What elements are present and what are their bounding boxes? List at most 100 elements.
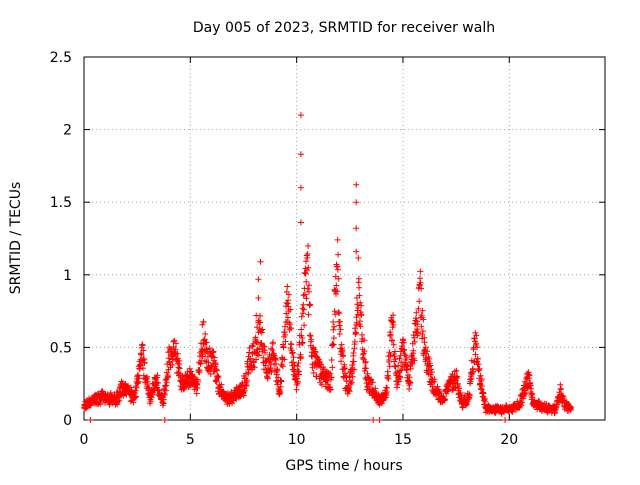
data-point — [289, 350, 296, 357]
x-tick-label: 20 — [500, 432, 518, 448]
data-point — [478, 376, 485, 383]
data-point — [470, 368, 477, 375]
data-point — [300, 306, 307, 313]
data-point — [281, 356, 288, 363]
data-point — [163, 382, 170, 389]
data-point — [285, 297, 292, 304]
data-point — [362, 359, 369, 366]
data-point — [310, 369, 317, 376]
data-point — [390, 321, 397, 328]
data-point — [133, 384, 140, 391]
data-point — [293, 375, 300, 382]
data-point — [384, 385, 390, 391]
data-point — [522, 390, 529, 397]
data-point — [240, 392, 247, 399]
data-point — [346, 384, 352, 391]
data-point — [361, 337, 368, 344]
data-point — [277, 389, 284, 396]
data-point — [355, 275, 362, 282]
data-point — [153, 379, 160, 386]
data-point — [206, 345, 213, 352]
data-point — [353, 225, 360, 232]
data-point — [254, 339, 261, 346]
data-point — [300, 292, 307, 299]
data-point — [161, 392, 168, 398]
data-point — [305, 311, 312, 318]
data-point — [529, 394, 536, 401]
data-point — [385, 375, 392, 382]
x-tick-label: 10 — [288, 432, 306, 448]
data-point — [355, 305, 362, 311]
data-point — [473, 340, 480, 347]
axes: 0 5 10 15 20 0 0.5 1 1.5 2 2.5 — [50, 50, 606, 448]
data-point — [482, 398, 489, 405]
data-point — [415, 330, 422, 336]
data-point — [390, 341, 397, 348]
data-point — [161, 417, 168, 423]
data-point — [334, 236, 341, 243]
data-point — [421, 339, 428, 346]
data-point — [318, 381, 325, 388]
data-point — [301, 291, 308, 298]
data-point — [418, 323, 425, 330]
data-point — [304, 285, 311, 292]
data-point — [429, 369, 435, 376]
y-axis-label: SRMTID / TECUs — [8, 182, 24, 295]
data-point — [199, 321, 206, 328]
chart-title: Day 005 of 2023, SRMTID for receiver wal… — [193, 20, 495, 36]
data-point — [172, 346, 179, 353]
data-point — [107, 389, 114, 396]
data-point — [415, 305, 422, 312]
data-point — [502, 417, 509, 423]
data-point — [420, 316, 427, 323]
data-point — [147, 398, 154, 405]
data-point — [337, 326, 344, 333]
data-point — [299, 340, 305, 347]
data-point — [267, 366, 274, 373]
data-point — [303, 295, 310, 302]
data-point — [476, 365, 483, 372]
data-point — [299, 339, 306, 346]
data-point — [473, 332, 480, 339]
data-point — [288, 325, 295, 332]
data-point — [257, 258, 264, 265]
data-point — [294, 363, 301, 370]
data-point — [390, 312, 397, 319]
data-point — [392, 348, 398, 355]
plot-frame — [83, 56, 606, 421]
data-point — [418, 285, 425, 292]
data-point — [518, 399, 525, 406]
data-point — [480, 390, 487, 397]
data-point — [258, 340, 265, 347]
data-point — [396, 355, 403, 362]
data-point — [333, 291, 339, 297]
data-point — [268, 369, 275, 376]
data-point — [357, 323, 364, 330]
data-point — [288, 341, 295, 348]
data-point — [407, 379, 414, 386]
data-point — [417, 268, 424, 275]
data-point — [298, 313, 305, 320]
data-point — [337, 318, 343, 325]
data-point — [282, 338, 289, 345]
data-point — [528, 385, 535, 392]
data-point — [350, 358, 357, 365]
data-point — [364, 370, 371, 377]
data-point — [346, 388, 353, 395]
data-point — [353, 181, 360, 188]
data-point — [255, 276, 262, 283]
data-point — [387, 329, 394, 336]
data-point — [280, 344, 287, 351]
data-point — [139, 342, 146, 349]
data-point — [362, 358, 369, 365]
data-point — [404, 362, 411, 369]
data-point — [422, 344, 429, 351]
data-point — [431, 376, 438, 383]
data-point — [193, 390, 200, 397]
data-point — [352, 330, 359, 337]
data-point — [339, 347, 346, 354]
data-point — [328, 357, 335, 363]
data-point — [306, 332, 313, 339]
data-point — [331, 323, 338, 330]
